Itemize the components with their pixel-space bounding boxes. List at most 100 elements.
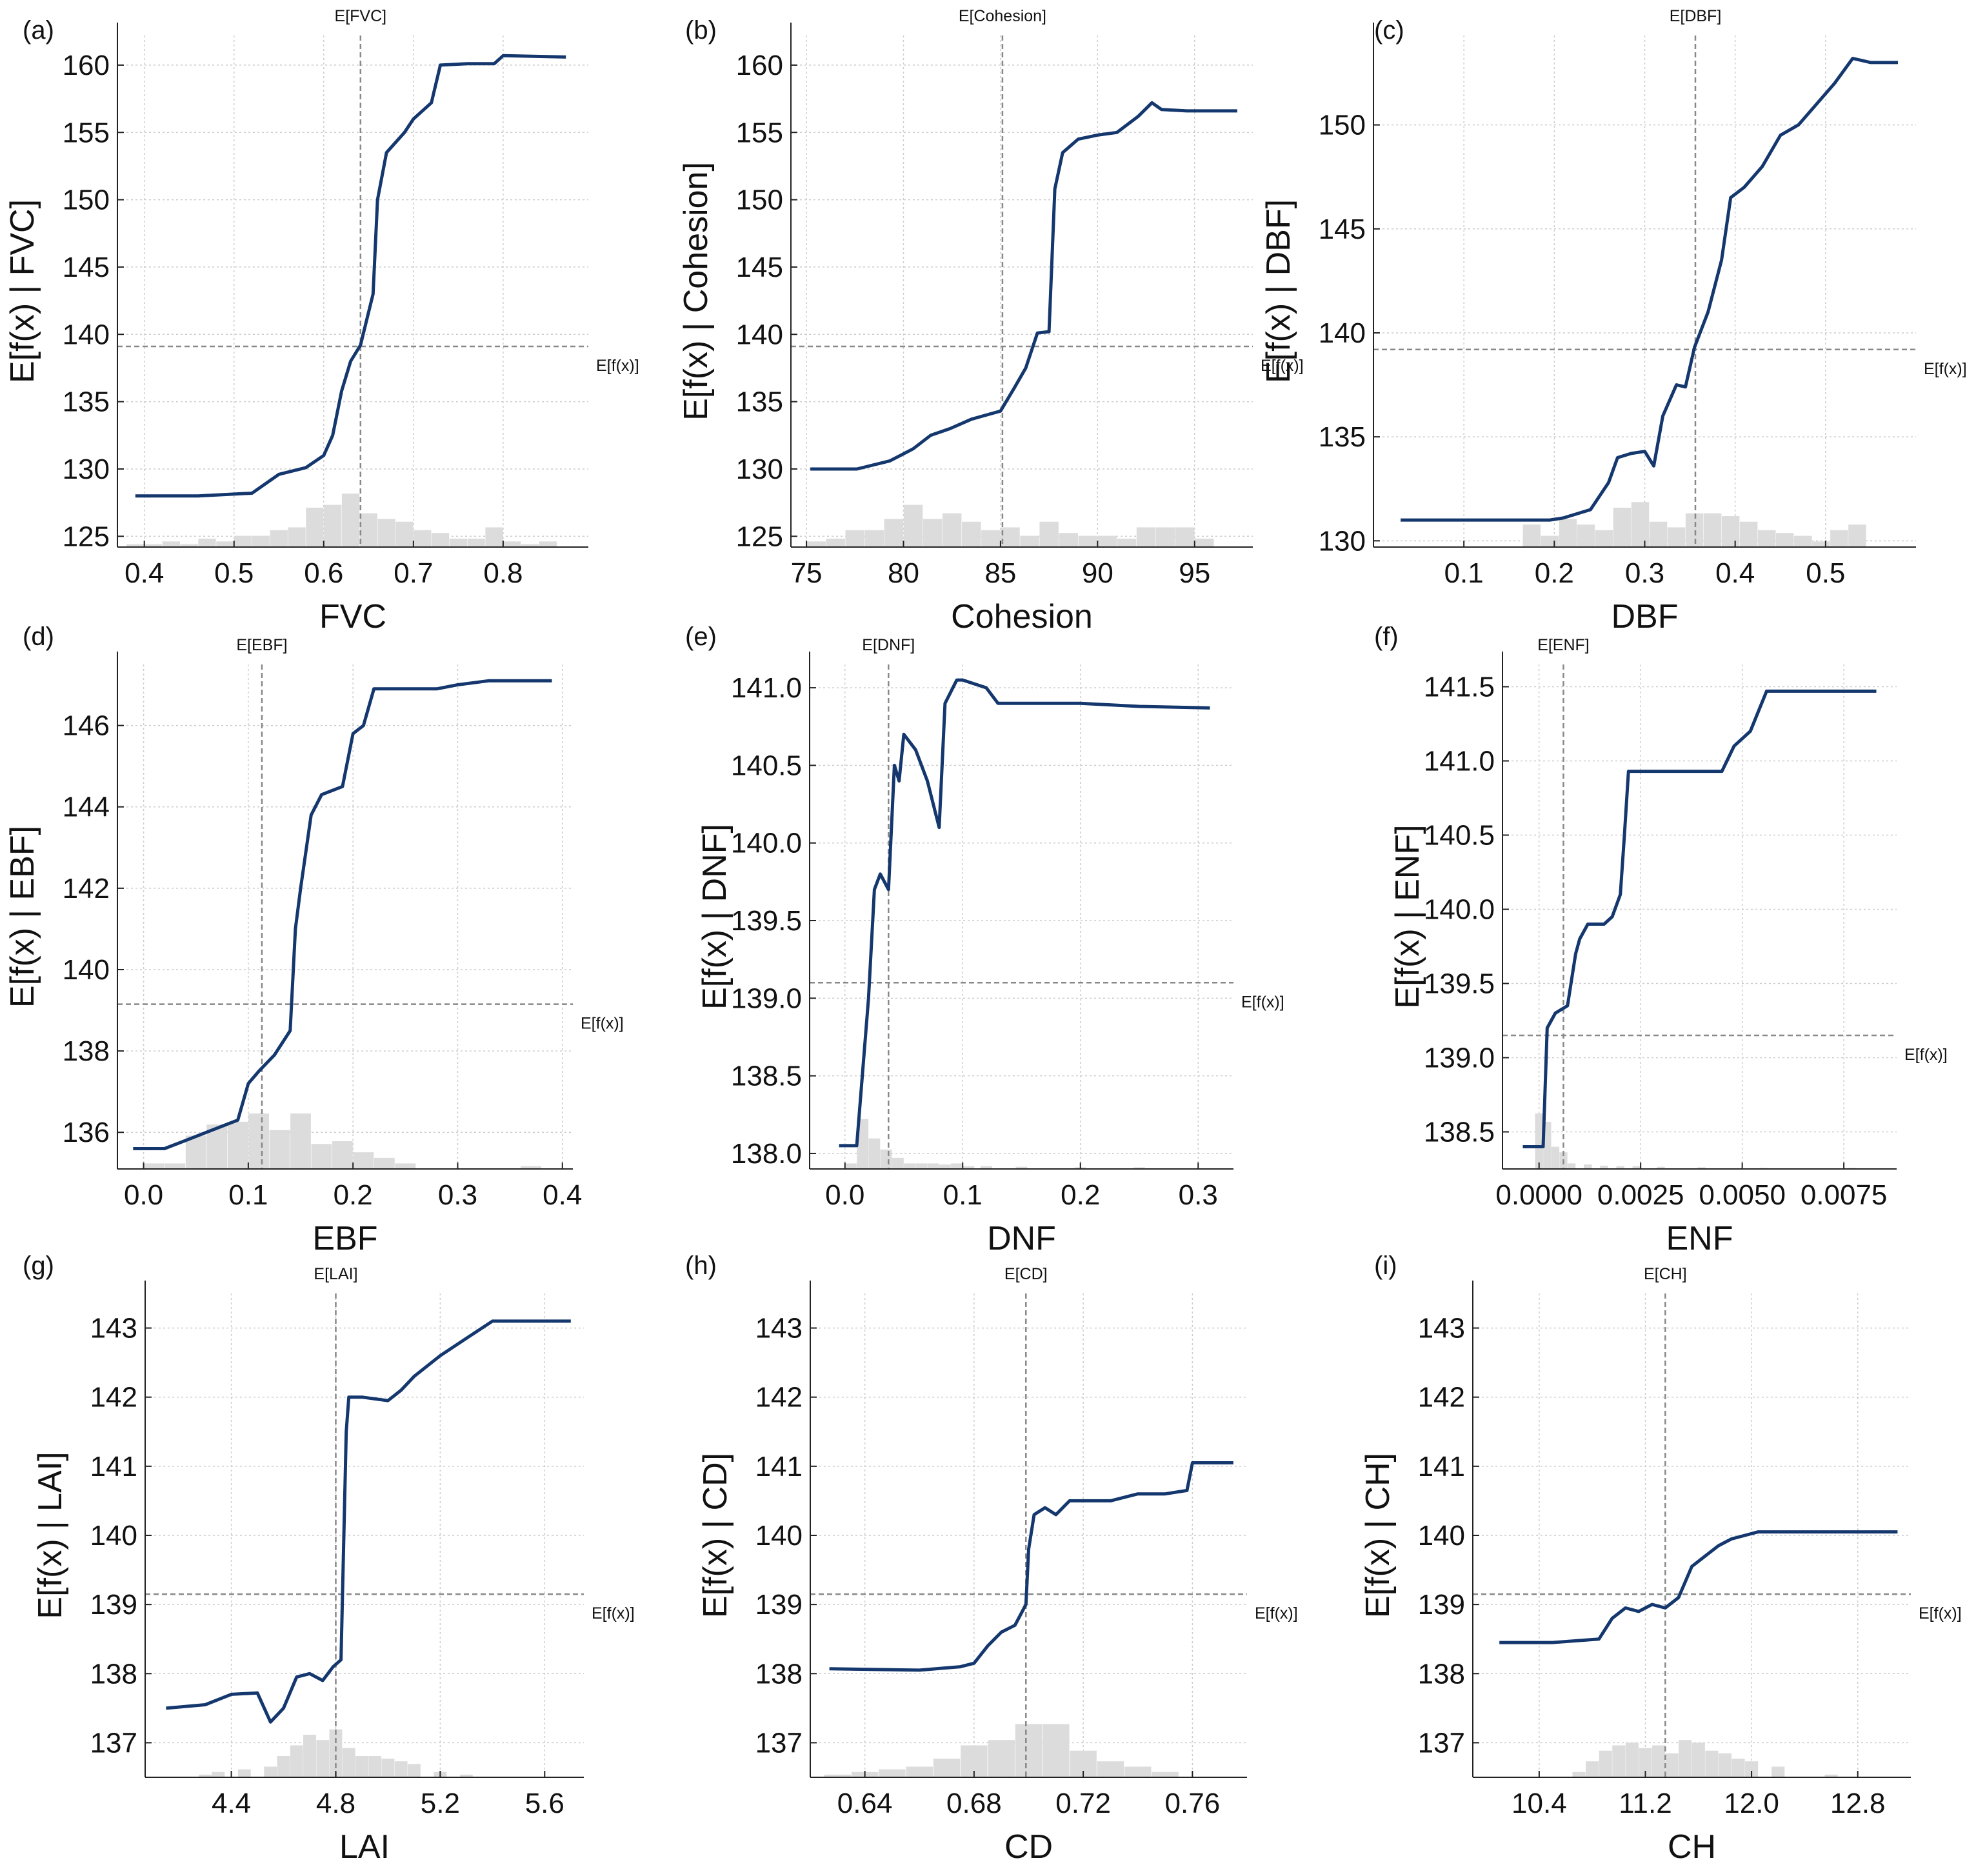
y-tick-label: 160 — [63, 50, 110, 81]
expected-feature-label: E[Cohesion] — [959, 7, 1046, 25]
histogram-bar — [1001, 527, 1020, 547]
histogram-bar — [903, 504, 923, 547]
x-tick-label: 12.0 — [1724, 1788, 1779, 1819]
dependence-line — [133, 679, 552, 1150]
panel-label: (d) — [23, 623, 54, 651]
y-tick-label: 141 — [755, 1451, 803, 1482]
histogram-bar — [431, 533, 450, 547]
histogram-bar — [1705, 1750, 1719, 1777]
x-tick-label: 0.3 — [1179, 1179, 1218, 1211]
histogram-bar — [143, 1163, 165, 1169]
expected-output-label: E[f(x)] — [1904, 1046, 1948, 1064]
histogram-bar — [395, 521, 414, 547]
y-tick-label: 145 — [1319, 214, 1366, 245]
expected-feature-label: E[FVC] — [335, 7, 387, 25]
histogram-bar — [1551, 1146, 1560, 1169]
histogram-bar — [1665, 1753, 1679, 1777]
histogram-bar — [1812, 541, 1830, 547]
histogram-bar — [290, 1113, 311, 1169]
x-axis-label: CD — [1004, 1828, 1053, 1866]
histogram-bar — [377, 519, 395, 547]
x-tick-label: 0.68 — [946, 1788, 1002, 1819]
y-tick-label: 145 — [63, 252, 110, 283]
y-tick-label: 155 — [63, 117, 110, 148]
expected-feature-label: E[DBF] — [1670, 7, 1722, 25]
y-tick-label: 125 — [736, 521, 783, 552]
x-tick-label: 11.2 — [1619, 1788, 1672, 1819]
y-tick-label: 139.0 — [731, 983, 802, 1014]
x-tick-label: 4.8 — [316, 1788, 355, 1819]
histogram-bar — [1757, 530, 1776, 547]
histogram-bar — [1020, 535, 1039, 547]
panel-lai: 4.4 4.8 5.2 5.6 137 138 139 140 141 142 143 E[LAI] E… — [23, 1252, 635, 1866]
histogram-bar — [234, 535, 252, 547]
y-tick-label: 140.0 — [1424, 894, 1495, 926]
histogram-bar — [1632, 1166, 1641, 1169]
y-tick-label: 139 — [90, 1589, 137, 1621]
histogram-bar — [880, 1149, 892, 1169]
x-tick-label: 80 — [888, 557, 919, 589]
x-tick-label: 0.7 — [394, 557, 433, 589]
y-tick-label: 135 — [63, 386, 110, 418]
histogram-bar — [394, 1761, 408, 1777]
x-tick-label: 0.0 — [124, 1179, 163, 1211]
y-axis-label: E[f(x) | DNF] — [696, 824, 734, 1010]
y-tick-label: 141.0 — [731, 672, 802, 704]
expected-output-label: E[f(x)] — [581, 1015, 624, 1033]
y-tick-label: 142 — [90, 1382, 137, 1413]
panel-label: (c) — [1374, 16, 1404, 45]
y-tick-label: 141.0 — [1424, 746, 1495, 777]
y-tick-label: 130 — [736, 454, 783, 485]
histogram-bar — [857, 1119, 869, 1169]
x-tick-label: 0.0 — [825, 1179, 864, 1211]
x-tick-label: 0.8 — [483, 557, 523, 589]
histogram-bar — [1703, 513, 1722, 547]
y-tick-label: 130 — [63, 454, 110, 485]
y-tick-label: 150 — [736, 185, 783, 216]
panel-ch: 10.4 11.2 12.0 12.8 137 138 139 140 141 142 143 E[C… — [1359, 1252, 1962, 1866]
histogram-bar — [1600, 1165, 1608, 1169]
histogram-bar — [180, 544, 198, 547]
histogram-bar — [1586, 1761, 1599, 1777]
histogram-bar — [962, 521, 981, 547]
histogram-bar — [162, 541, 181, 547]
x-tick-label: 0.72 — [1055, 1788, 1111, 1819]
x-tick-label: 0.4 — [1715, 557, 1755, 589]
histogram-bar — [1692, 1742, 1705, 1777]
y-axis-label: E[f(x) | LAI] — [32, 1452, 69, 1619]
panel-cohesion: 75 80 85 90 95 125 130 135 140 145 150 155 160 E[Cohe… — [677, 7, 1304, 635]
y-tick-label: 140 — [63, 319, 110, 350]
histogram-bar — [988, 1740, 1015, 1777]
expected-output-label: E[f(x)] — [1241, 993, 1284, 1011]
histogram-bar — [353, 1152, 374, 1169]
y-tick-label: 146 — [63, 710, 110, 742]
x-axis-label: DBF — [1612, 598, 1679, 635]
x-tick-label: 75 — [791, 557, 823, 589]
x-tick-label: 0.64 — [837, 1788, 893, 1819]
expected-feature-label: E[CD] — [1004, 1265, 1048, 1283]
histogram-bar — [892, 1157, 904, 1169]
histogram-bar — [824, 1774, 852, 1777]
histogram-bar — [227, 1121, 248, 1169]
y-tick-label: 140.5 — [731, 750, 802, 781]
expected-output-label: E[f(x)] — [1255, 1604, 1298, 1622]
dependence-line — [1499, 1530, 1898, 1644]
histogram-bar — [539, 541, 557, 547]
histogram-bar — [927, 1163, 939, 1169]
y-tick-label: 140 — [63, 954, 110, 986]
histogram-bar — [374, 1157, 395, 1169]
histogram-bar — [144, 544, 163, 547]
x-tick-label: 0.4 — [125, 557, 164, 589]
y-tick-label: 150 — [1319, 110, 1366, 141]
histogram-bar — [165, 1163, 186, 1169]
y-tick-label: 143 — [1418, 1313, 1465, 1344]
expected-output-label: E[f(x)] — [1924, 360, 1967, 378]
histogram-bar — [185, 1135, 206, 1169]
x-axis-label: Cohesion — [951, 598, 1093, 635]
histogram-bar — [868, 1138, 881, 1169]
histogram-bar — [1848, 524, 1866, 547]
histogram-bar — [1776, 533, 1794, 547]
histogram-bar — [1731, 1759, 1745, 1777]
x-tick-label: 5.6 — [525, 1788, 564, 1819]
y-tick-label: 136 — [63, 1117, 110, 1148]
